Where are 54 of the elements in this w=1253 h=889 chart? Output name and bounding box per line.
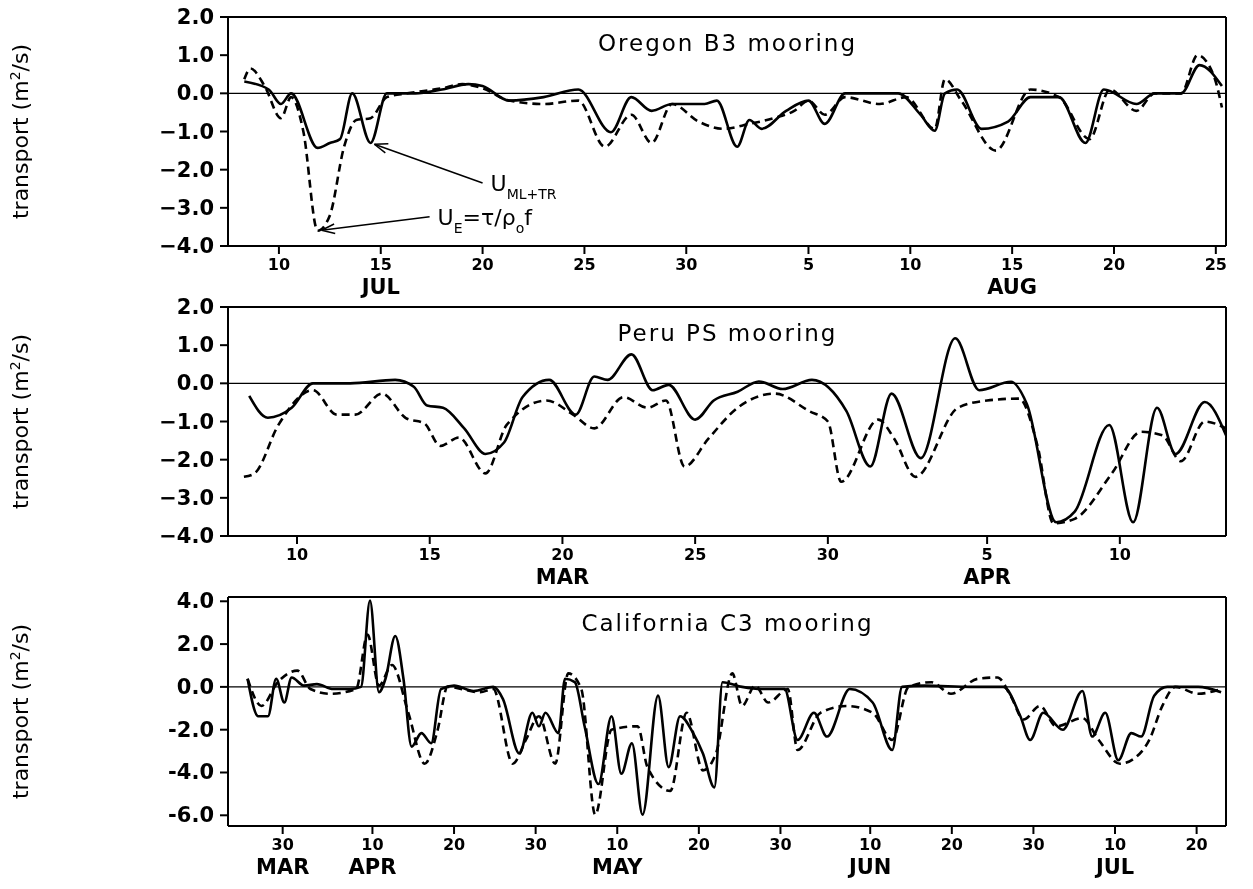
text: Peru PS mooring xyxy=(616,320,839,346)
x-tick-label: 30 xyxy=(816,545,839,564)
x-tick-label: 5 xyxy=(802,255,815,274)
x-tick-label: 25 xyxy=(1204,255,1227,274)
y-tick-label: 2.0 xyxy=(176,5,214,29)
x-tick-label: 10 JUL xyxy=(1093,835,1135,879)
y-tick-label: -6.0 xyxy=(168,803,214,828)
x-tick-label: 5 APR xyxy=(963,545,1012,589)
x-tick-label: 30 xyxy=(524,835,547,854)
x-tick-label: 10 xyxy=(285,545,309,564)
y-tick-label: 2.0 xyxy=(176,295,214,319)
x-tick-label: 30 MAR xyxy=(256,835,310,879)
x-tick-label: 20 xyxy=(1185,835,1208,854)
y-tick-label: −3.0 xyxy=(159,195,214,220)
y-tick-label: −1.0 xyxy=(159,409,214,434)
x-tick-label: 15 xyxy=(418,545,441,564)
y-tick-label: −3.0 xyxy=(159,485,214,510)
y-tick-label: -2.0 xyxy=(168,717,214,742)
x-tick-label: 20 xyxy=(471,255,494,274)
x-tick-label: 10 JUN xyxy=(846,835,892,879)
y-tick-label: -4.0 xyxy=(168,760,214,785)
x-tick-label: 15 AUG xyxy=(987,255,1038,299)
y-tick-label: −2.0 xyxy=(159,447,214,472)
y-tick-label: 0.0 xyxy=(176,371,214,396)
y-tick-label: 0.0 xyxy=(176,81,214,106)
x-tick-label: 30 xyxy=(675,255,698,274)
y-tick-label: 1.0 xyxy=(176,333,214,358)
text: Oregon B3 mooring xyxy=(596,30,859,56)
annotation: U$_{ML+TR}$ xyxy=(490,170,557,202)
text: California C3 mooring xyxy=(580,610,875,636)
x-tick-label: 20 xyxy=(442,835,466,854)
x-tick-label: 10 xyxy=(267,255,291,274)
x-tick-label: 25 xyxy=(573,255,596,274)
x-tick-label: 25 xyxy=(684,545,707,564)
y-tick-label: −4.0 xyxy=(159,234,214,258)
x-tick-label: 20 xyxy=(687,835,710,854)
x-tick-label: 20 xyxy=(940,835,963,854)
x-tick-label: 10 MAY xyxy=(592,835,644,879)
y-tick-label: −4.0 xyxy=(159,524,214,548)
x-tick-label: 10 xyxy=(899,255,922,274)
y-tick-label: −2.0 xyxy=(159,157,214,182)
x-tick-label: 30 xyxy=(1022,835,1045,854)
y-tick-label: 0.0 xyxy=(176,674,214,699)
x-tick-label: 15 JUL xyxy=(359,255,400,299)
y-tick-label: −1.0 xyxy=(159,119,214,144)
annotation: U$_{E}$=τ/ρ$_{o}$f xyxy=(437,204,534,236)
y-tick-label: 1.0 xyxy=(176,43,214,68)
x-tick-label: 10 xyxy=(1108,545,1131,564)
y-tick-label: 4.0 xyxy=(176,589,214,614)
x-tick-label: 30 xyxy=(769,835,792,854)
y-tick-label: 2.0 xyxy=(176,632,214,657)
x-tick-label: 20 MAR xyxy=(535,545,590,589)
x-tick-label: 10 APR xyxy=(348,835,397,879)
x-tick-label: 20 xyxy=(1102,255,1126,274)
